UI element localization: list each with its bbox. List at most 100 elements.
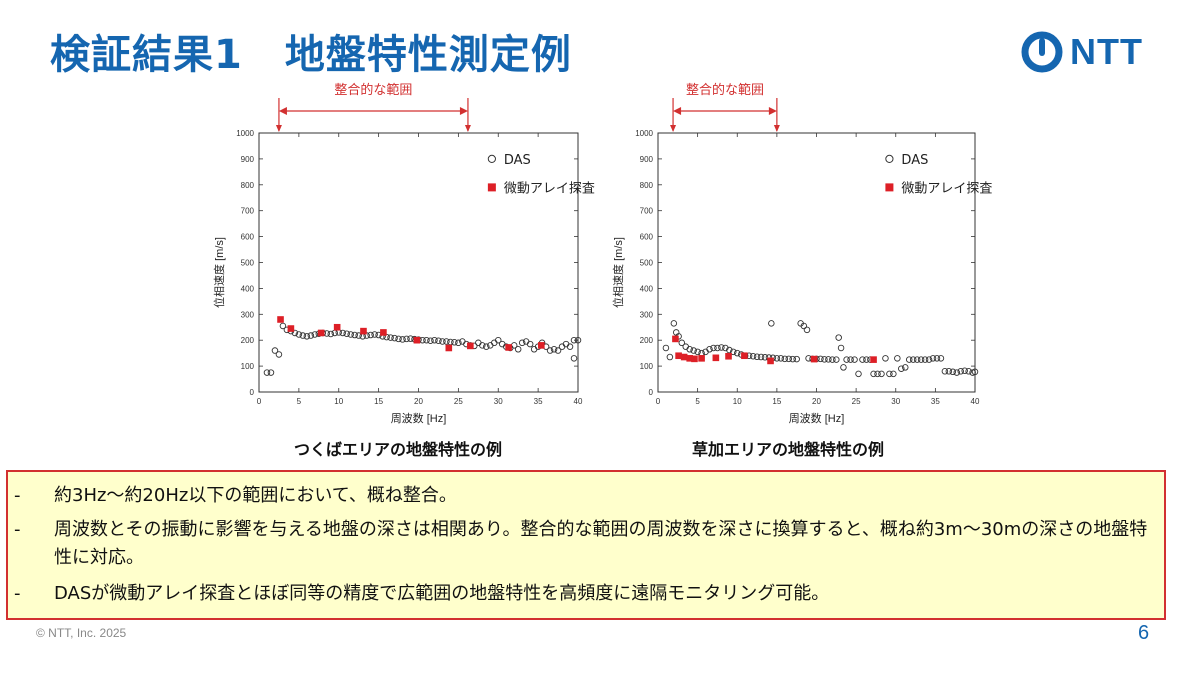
- y-tick-label: 100: [640, 362, 654, 371]
- das-point: [423, 336, 430, 344]
- das-point: [898, 365, 905, 372]
- array-point: [675, 352, 682, 360]
- das-point: [431, 336, 438, 344]
- das-point: [953, 369, 961, 376]
- das-point: [351, 331, 358, 339]
- array-point: [445, 344, 453, 352]
- das-point: [781, 355, 789, 363]
- x-tick-label: 35: [931, 397, 940, 406]
- x-tick-label: 20: [414, 397, 423, 406]
- y-tick-label: 600: [241, 233, 255, 242]
- das-point: [443, 338, 450, 345]
- y-tick-label: 0: [250, 388, 255, 397]
- das-point: [263, 369, 271, 376]
- das-point: [439, 338, 446, 345]
- das-point: [722, 344, 729, 352]
- das-point: [835, 334, 842, 341]
- note-bullet: -: [14, 485, 21, 506]
- das-point: [945, 368, 953, 375]
- das-point: [961, 367, 968, 375]
- range-guide-arrowhead: [464, 125, 471, 132]
- das-point: [566, 343, 574, 350]
- array-point: [505, 344, 512, 351]
- note-bullet: -: [14, 583, 21, 604]
- array-point: [725, 352, 732, 360]
- x-tick-label: 10: [334, 397, 343, 406]
- das-point: [407, 335, 414, 342]
- x-tick-label: 0: [257, 397, 262, 406]
- das-point: [479, 342, 486, 349]
- das-point: [851, 356, 858, 363]
- y-tick-label: 200: [640, 336, 654, 345]
- das-point: [753, 353, 761, 361]
- x-tick-label: 15: [374, 397, 383, 406]
- y-tick-label: 0: [649, 388, 654, 397]
- das-point: [303, 333, 311, 340]
- footer-copyright: © NTT, Inc. 2025: [36, 626, 127, 640]
- y-tick-label: 800: [640, 181, 654, 190]
- x-tick-label: 30: [891, 397, 900, 406]
- array-point: [360, 327, 367, 335]
- das-point: [291, 329, 299, 337]
- y-tick-label: 300: [241, 310, 255, 319]
- array-point: [467, 342, 474, 350]
- array-point: [538, 342, 545, 349]
- slide-title: 検証結果1 地盤特性測定例: [50, 22, 572, 80]
- x-tick-label: 10: [733, 397, 742, 406]
- das-point: [933, 355, 941, 362]
- range-guide-arrowhead: [275, 125, 282, 132]
- array-point: [380, 329, 387, 336]
- y-tick-label: 700: [241, 207, 255, 216]
- das-point: [825, 356, 832, 363]
- y-tick-label: 900: [241, 155, 255, 164]
- das-point: [863, 356, 870, 363]
- das-point: [279, 322, 287, 330]
- page-number: 6: [1138, 622, 1150, 644]
- das-point: [859, 356, 866, 363]
- das-point: [821, 356, 828, 363]
- range-arrowhead-right: [768, 107, 777, 115]
- note-bullet: -: [14, 519, 21, 540]
- das-point: [718, 344, 725, 351]
- das-point: [694, 348, 701, 356]
- array-point: [672, 335, 679, 343]
- das-point: [925, 356, 933, 363]
- x-tick-label: 20: [812, 397, 821, 406]
- range-label: 整合的な範囲: [334, 82, 412, 98]
- range-guide-arrowhead: [670, 125, 677, 132]
- das-point: [837, 344, 845, 352]
- x-tick-label: 0: [656, 397, 661, 406]
- das-point: [518, 339, 526, 347]
- das-point: [777, 355, 785, 362]
- das-point: [878, 370, 885, 378]
- logo-text: NTT: [1070, 31, 1143, 72]
- das-point: [833, 356, 840, 363]
- note-text: 周波数とその振動に影響を与える地盤の深さは相関あり。整合的な範囲の周波数を深さに…: [54, 519, 1148, 568]
- das-point: [726, 346, 733, 354]
- x-tick-label: 5: [297, 397, 302, 406]
- das-point: [749, 353, 757, 360]
- array-point: [287, 325, 295, 332]
- plot-frame: [657, 132, 976, 393]
- das-point: [495, 336, 502, 344]
- range-guide-arrowhead: [773, 125, 780, 132]
- das-point: [570, 355, 578, 362]
- das-point: [768, 320, 775, 327]
- das-point: [666, 353, 674, 361]
- y-axis-label: 位相速度 [m/s]: [212, 237, 226, 308]
- ntt-logo-icon: [1021, 31, 1063, 73]
- das-point: [367, 331, 374, 339]
- y-tick-label: 600: [640, 233, 654, 242]
- das-point: [435, 337, 442, 344]
- das-point: [817, 355, 824, 363]
- das-point: [971, 368, 979, 376]
- das-point: [455, 339, 462, 347]
- y-tick-label: 200: [241, 336, 255, 345]
- array-point: [691, 355, 698, 363]
- das-point: [829, 356, 836, 363]
- das-point: [483, 343, 490, 350]
- das-point: [882, 355, 889, 362]
- das-point: [913, 356, 921, 363]
- das-point: [546, 347, 554, 354]
- das-point: [757, 353, 765, 361]
